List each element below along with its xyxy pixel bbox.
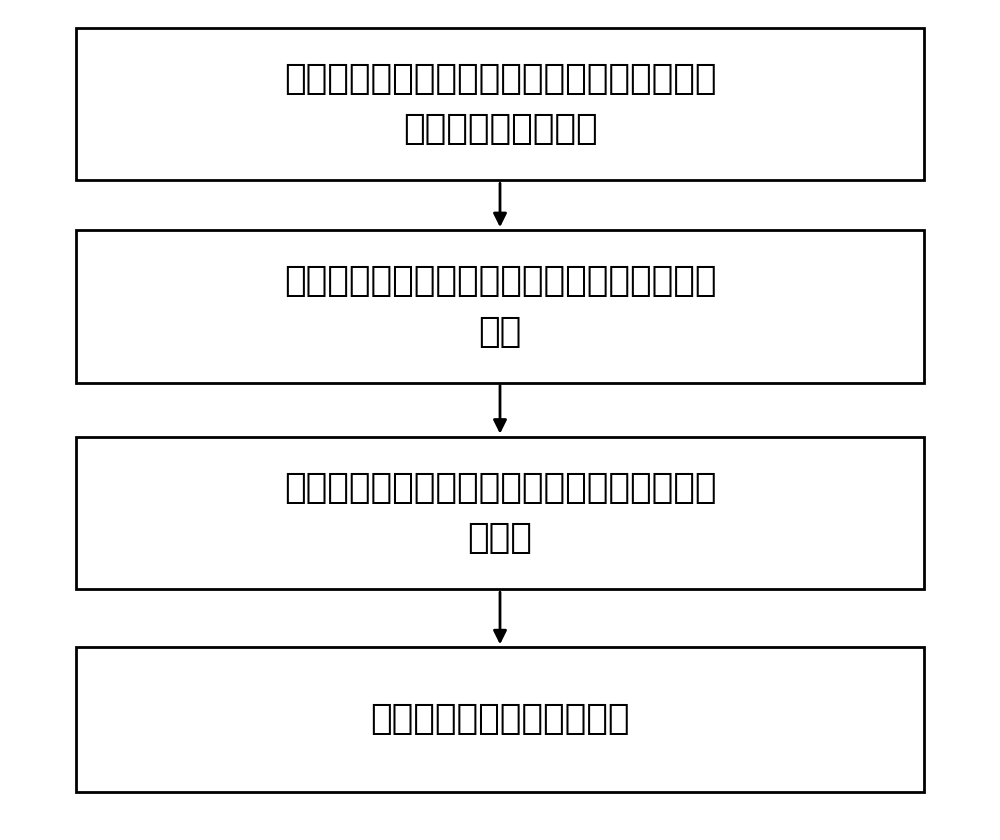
FancyBboxPatch shape xyxy=(76,437,924,590)
Text: 获得高分辨率频谱地图图像: 获得高分辨率频谱地图图像 xyxy=(370,702,630,737)
Text: 通过克里金插值获取空间内低分辨率频谱地图
图像: 通过克里金插值获取空间内低分辨率频谱地图 图像 xyxy=(284,265,716,349)
FancyBboxPatch shape xyxy=(76,647,924,792)
FancyBboxPatch shape xyxy=(76,28,924,181)
Text: 感知节点进行频谱感知，获取空间内不同位置
处的信号接收强度值: 感知节点进行频谱感知，获取空间内不同位置 处的信号接收强度值 xyxy=(284,62,716,146)
FancyBboxPatch shape xyxy=(76,230,924,383)
Text: 将所生成的低分辨率图像输入离线训练获得的
模型中: 将所生成的低分辨率图像输入离线训练获得的 模型中 xyxy=(284,471,716,555)
